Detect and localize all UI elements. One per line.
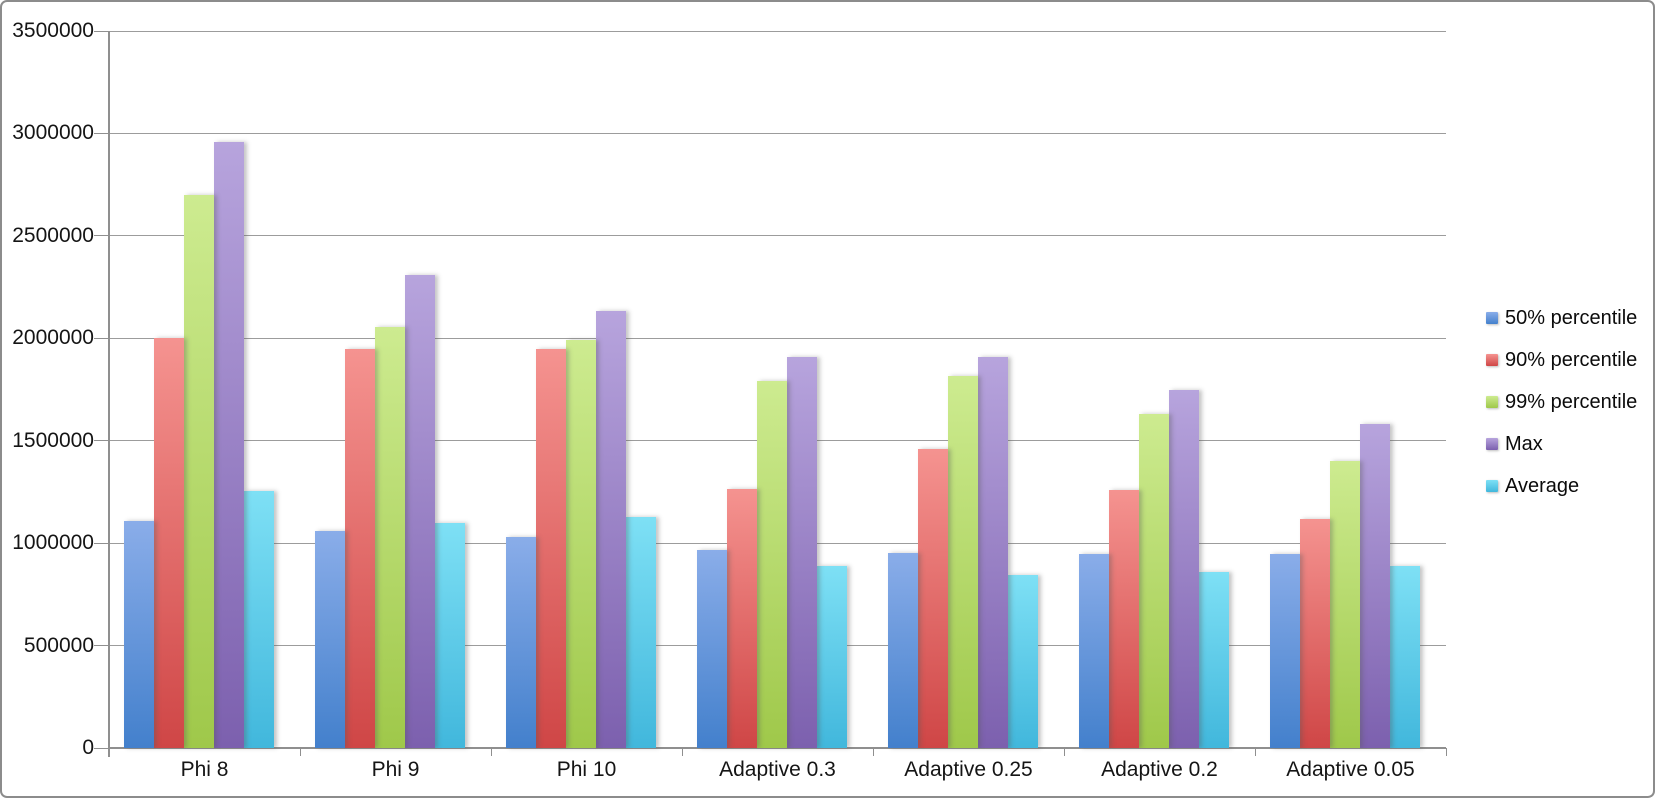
x-tickmark bbox=[490, 748, 492, 756]
legend-label: Max bbox=[1505, 433, 1543, 455]
bar-99-percentile bbox=[566, 340, 596, 748]
bar-average bbox=[435, 522, 465, 748]
y-axis-line bbox=[108, 31, 110, 757]
legend-label: 90% percentile bbox=[1505, 349, 1638, 371]
bar-90-percentile bbox=[918, 448, 948, 748]
x-category-label: Adaptive 0.25 bbox=[904, 758, 1033, 781]
y-tickmark bbox=[94, 747, 109, 749]
x-category-label: Adaptive 0.05 bbox=[1286, 758, 1415, 781]
bar-50-percentile bbox=[124, 520, 154, 748]
bar-max bbox=[1169, 389, 1199, 748]
bar-average bbox=[1008, 574, 1038, 748]
y-tickmark bbox=[94, 337, 109, 339]
bar-average bbox=[1199, 571, 1229, 748]
y-tick-label: 500000 bbox=[23, 633, 94, 657]
bar-max bbox=[405, 274, 435, 748]
y-tick-label: 2500000 bbox=[12, 223, 94, 247]
bar-50-percentile bbox=[1270, 554, 1300, 748]
bar-90-percentile bbox=[536, 348, 566, 748]
legend-swatch-icon bbox=[1486, 480, 1498, 492]
y-tick-label: 3000000 bbox=[12, 121, 94, 145]
legend-swatch-icon bbox=[1486, 354, 1498, 366]
legend-item: 90% percentile bbox=[1486, 349, 1637, 371]
x-tickmark bbox=[872, 748, 874, 756]
legend-item: 50% percentile bbox=[1486, 307, 1637, 329]
legend-swatch-icon bbox=[1486, 438, 1498, 450]
bar-max bbox=[214, 141, 244, 748]
x-tickmark bbox=[108, 748, 110, 756]
gridline bbox=[109, 132, 1446, 134]
legend-item: Max bbox=[1486, 433, 1543, 455]
bar-90-percentile bbox=[727, 488, 757, 748]
y-tickmark bbox=[94, 645, 109, 647]
bar-max bbox=[596, 310, 626, 748]
bar-90-percentile bbox=[1109, 489, 1139, 748]
legend-item: 99% percentile bbox=[1486, 391, 1637, 413]
legend-label: 50% percentile bbox=[1505, 307, 1638, 329]
bar-max bbox=[978, 356, 1008, 748]
y-tickmark bbox=[94, 30, 109, 32]
legend-label: 99% percentile bbox=[1505, 391, 1638, 413]
legend-item: Average bbox=[1486, 475, 1579, 497]
bar-average bbox=[626, 516, 656, 748]
x-tickmark bbox=[299, 748, 301, 756]
x-axis-line bbox=[109, 747, 1446, 749]
bar-90-percentile bbox=[1300, 518, 1330, 748]
x-tickmark bbox=[681, 748, 683, 756]
y-tickmark bbox=[94, 132, 109, 134]
y-tick-label: 1500000 bbox=[12, 428, 94, 452]
y-tickmark bbox=[94, 542, 109, 544]
legend-swatch-icon bbox=[1486, 396, 1498, 408]
bar-99-percentile bbox=[1330, 461, 1360, 748]
y-tick-label: 3500000 bbox=[12, 19, 94, 42]
x-tickmark bbox=[1063, 748, 1065, 756]
x-category-label: Phi 10 bbox=[556, 758, 617, 781]
y-tickmark bbox=[94, 440, 109, 442]
bar-average bbox=[817, 565, 847, 748]
x-category-label: Adaptive 0.2 bbox=[1101, 758, 1218, 781]
bar-99-percentile bbox=[184, 194, 214, 748]
legend-label: Average bbox=[1505, 475, 1580, 497]
bar-90-percentile bbox=[345, 348, 375, 748]
bar-average bbox=[1390, 565, 1420, 748]
bar-average bbox=[244, 490, 274, 748]
bar-99-percentile bbox=[1139, 414, 1169, 748]
x-category-label: Phi 8 bbox=[180, 758, 229, 781]
y-tick-label: 1000000 bbox=[12, 531, 94, 555]
x-tickmark bbox=[1445, 748, 1447, 756]
bar-99-percentile bbox=[375, 327, 405, 748]
x-tickmark bbox=[1254, 748, 1256, 756]
gridline bbox=[109, 30, 1446, 32]
bar-50-percentile bbox=[697, 550, 727, 748]
legend-swatch-icon bbox=[1486, 312, 1498, 324]
x-category-label: Phi 9 bbox=[371, 758, 420, 781]
gridline bbox=[109, 235, 1446, 237]
bar-50-percentile bbox=[1079, 554, 1109, 748]
bar-99-percentile bbox=[948, 376, 978, 748]
y-tickmark bbox=[94, 235, 109, 237]
y-tick-label: 0 bbox=[82, 736, 94, 759]
bar-max bbox=[1360, 424, 1390, 748]
bar-99-percentile bbox=[757, 381, 787, 748]
x-category-label: Adaptive 0.3 bbox=[719, 758, 836, 781]
bar-50-percentile bbox=[888, 553, 918, 748]
y-tick-label: 2000000 bbox=[12, 326, 94, 350]
gridline bbox=[109, 337, 1446, 339]
bar-max bbox=[787, 356, 817, 748]
bar-50-percentile bbox=[315, 530, 345, 748]
bar-90-percentile bbox=[154, 338, 184, 748]
bar-50-percentile bbox=[506, 536, 536, 748]
